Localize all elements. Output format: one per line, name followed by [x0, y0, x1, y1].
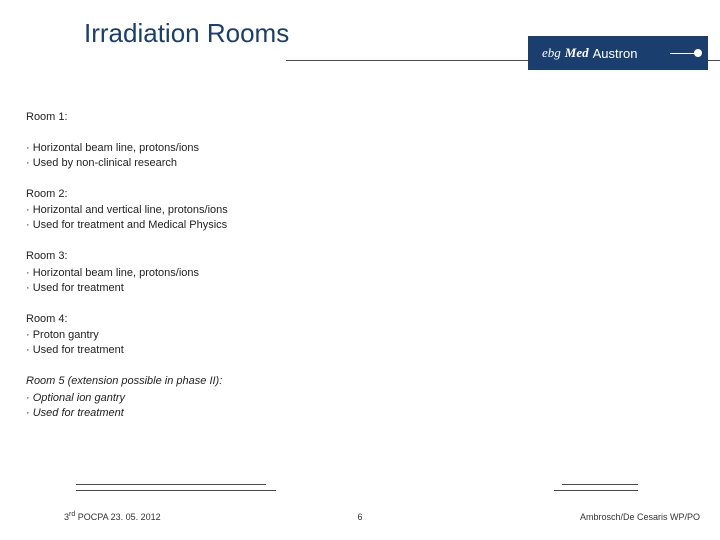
content-block: Room 3: · Horizontal beam line, protons/i…	[26, 249, 694, 296]
block-line: · Horizontal and vertical line, protons/…	[26, 203, 694, 218]
logo-text-med: Med	[565, 45, 589, 61]
slide-container: { "header": { "title": "Irradiation Room…	[0, 0, 720, 540]
block-heading: Room 5 (extension possible in phase II):	[26, 374, 694, 389]
content-block: Room 2:· Horizontal and vertical line, p…	[26, 187, 694, 234]
logo-text-ebg: ebg	[542, 45, 561, 61]
block-line: · Optional ion gantry	[26, 391, 694, 406]
footer: 3rd POCPA 23. 05. 2012 6 Ambrosch/De Ces…	[0, 502, 720, 522]
header: Irradiation Rooms ebg Med Austron	[0, 18, 720, 58]
block-heading: Room 4:	[26, 312, 694, 327]
block-line: · Proton gantry	[26, 328, 694, 343]
block-line: · Used for treatment and Medical Physics	[26, 218, 694, 233]
slide-title: Irradiation Rooms	[84, 18, 289, 49]
block-line: · Used by non-clinical research	[26, 156, 694, 171]
footer-page-number: 6	[357, 512, 362, 522]
content-area: Room 1: · Horizontal beam line, protons/i…	[26, 110, 694, 437]
block-line: · Horizontal beam line, protons/ions	[26, 141, 694, 156]
logo: ebg Med Austron	[528, 36, 708, 70]
block-heading: Room 2:	[26, 187, 694, 202]
block-line: · Used for treatment	[26, 281, 694, 296]
content-block: Room 5 (extension possible in phase II):…	[26, 374, 694, 421]
block-line: · Used for treatment	[26, 406, 694, 421]
content-block: Room 4:· Proton gantry· Used for treatme…	[26, 312, 694, 359]
footer-right: Ambrosch/De Cesaris WP/PO	[580, 512, 700, 522]
spacer	[26, 127, 694, 141]
logo-tail-icon	[670, 49, 702, 57]
footer-left-rest: POCPA 23. 05. 2012	[75, 512, 160, 522]
block-line: · Horizontal beam line, protons/ions	[26, 266, 694, 281]
content-block: Room 1: · Horizontal beam line, protons/i…	[26, 110, 694, 171]
block-heading: Room 1:	[26, 110, 694, 125]
block-heading: Room 3:	[26, 249, 694, 264]
footer-left: 3rd POCPA 23. 05. 2012	[64, 511, 161, 522]
block-line: · Used for treatment	[26, 343, 694, 358]
logo-text-austron: Austron	[593, 46, 638, 61]
